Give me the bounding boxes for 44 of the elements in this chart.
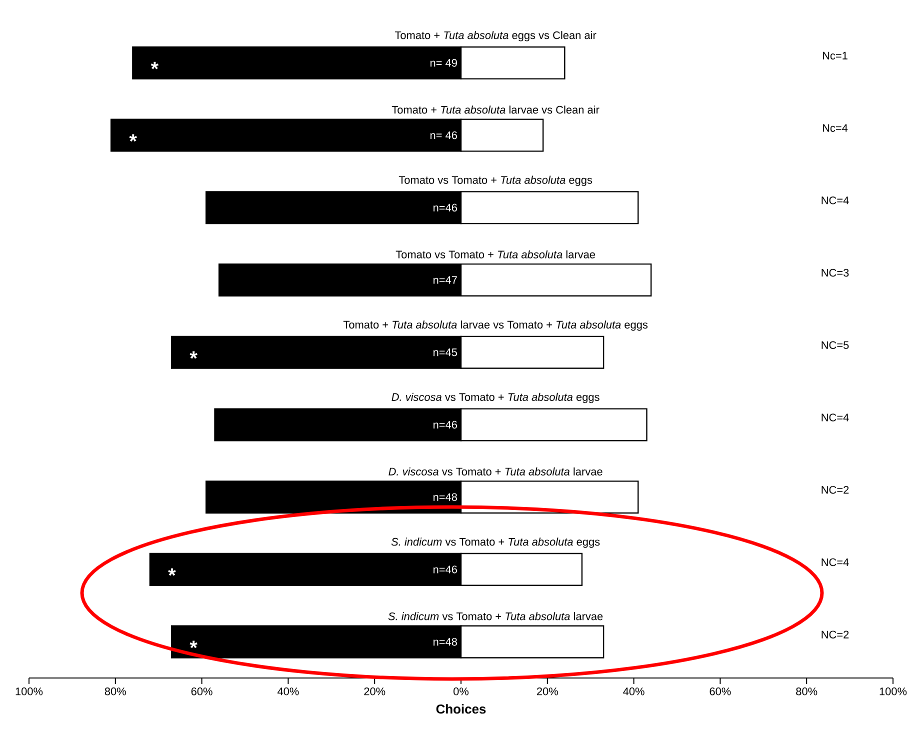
x-tick-label: 40% [277,688,299,696]
x-tick-label: 20% [536,688,558,696]
annotation: NC=4 [822,558,849,566]
annotation: NC=5 [822,341,849,349]
annotation: NC=4 [822,414,849,422]
y-tick-label: Tomato vs Tomato + Tuta absoluta eggs [398,176,592,186]
y-tick-label: Tomato + Tuta absoluta larvae vs Tomato + Tuta absoluta eggs [343,320,648,331]
annotation: n=48 [434,638,457,646]
annotation: Nc=4 [822,124,848,132]
annotation: * [190,640,198,648]
y-tick-label: D. viscosa vs Tomato + Tuta absoluta eggs [392,392,600,404]
x-tick-label: 100% [16,688,43,696]
x-tick-label: 40% [623,688,644,696]
annotation: NC=2 [822,486,849,494]
y-tick-label: Tomato + Tuta absoluta eggs vs Clean air [394,31,596,42]
y-tick-label: Tomato vs Tomato + Tuta absoluta larvae [396,250,596,258]
x-axis-title: Choices [436,704,486,714]
y-tick-label: D. viscosa vs Tomato + Tuta absoluta larvae [388,467,602,476]
annotation: n=47 [434,276,457,284]
x-tick-label: 60% [710,688,731,696]
y-tick-label: Tomato + Tuta absoluta larvae vs Clean air [392,106,600,114]
x-tick-label: 60% [191,688,212,696]
x-tick-label: 80% [796,688,818,696]
annotation: * [190,351,198,359]
annotation: n=46 [434,420,457,429]
x-tick-label: 0% [454,688,469,696]
annotation: NC=4 [822,196,849,204]
y-tick-label: S. indicum vs Tomato + Tuta absoluta eggs [391,538,600,548]
annotation: n= 46 [430,131,457,140]
annotation: NC=3 [822,268,849,277]
x-tick-label: 20% [364,688,386,696]
annotation: n=46 [434,204,457,212]
x-tick-label: 80% [104,688,126,696]
annotation: NC=2 [822,630,849,638]
annotation: n=45 [434,348,458,356]
annotation: Nc=1 [822,52,848,60]
annotation: n=46 [434,566,457,574]
annotation: * [168,568,176,576]
y-tick-label: S. indicum vs Tomato + Tuta absoluta larvae [388,612,603,620]
annotation: n=48 [434,493,457,501]
x-tick-label: 100% [880,688,907,696]
annotation: n= 49 [430,59,457,67]
annotation: * [129,134,137,142]
annotation: * [150,62,159,70]
